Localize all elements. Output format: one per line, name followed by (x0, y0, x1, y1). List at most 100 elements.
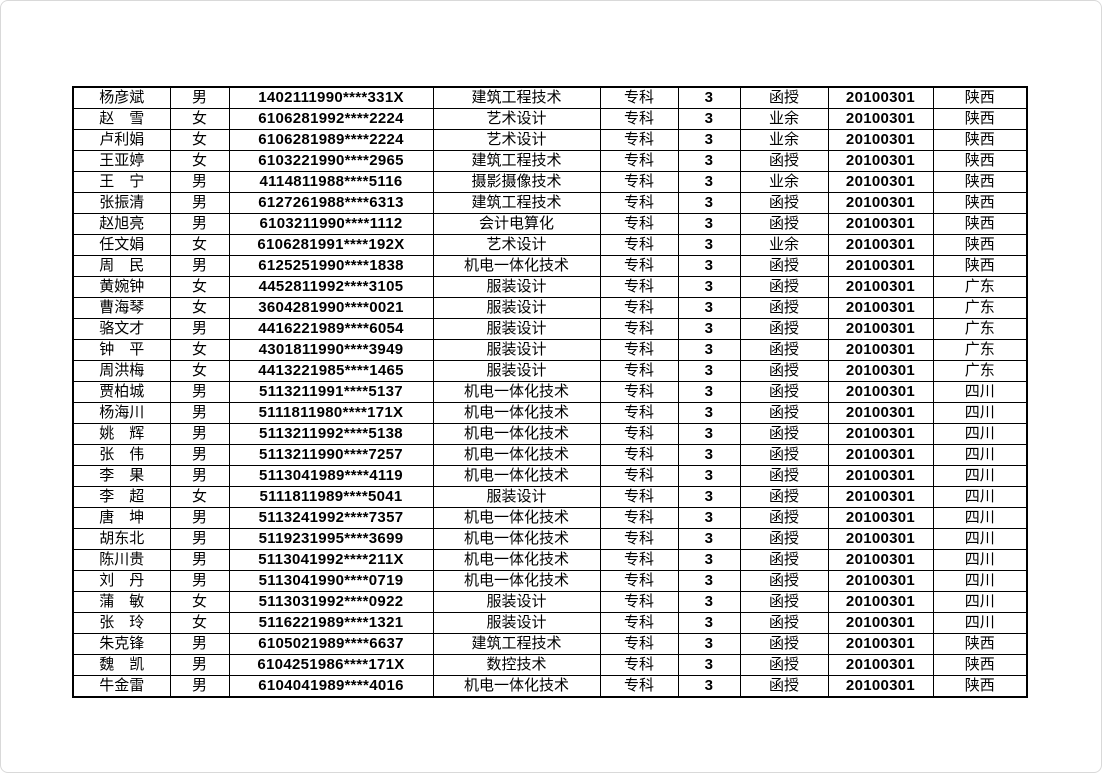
cell-province: 陕西 (932, 108, 1028, 130)
cell-years: 3 (677, 234, 741, 256)
cell-id-number: 3604281990****0021 (228, 297, 434, 319)
cell-student-name: 李 超 (72, 486, 171, 508)
cell-study-mode: 函授 (739, 255, 829, 277)
table-row: 李 果 男 5113041989****4119 机电一体化技术 专科 3 函授… (72, 465, 1028, 487)
cell-date: 20100301 (827, 654, 934, 676)
cell-major: 服装设计 (432, 612, 601, 634)
cell-id-number: 4416221989****6054 (228, 318, 434, 340)
cell-level: 专科 (599, 255, 679, 277)
cell-study-mode: 函授 (739, 192, 829, 214)
cell-id-number: 5113241992****7357 (228, 507, 434, 529)
cell-student-name: 张 伟 (72, 444, 171, 466)
cell-level: 专科 (599, 171, 679, 193)
cell-years: 3 (677, 171, 741, 193)
cell-id-number: 5116221989****1321 (228, 612, 434, 634)
cell-date: 20100301 (827, 171, 934, 193)
cell-major: 服装设计 (432, 339, 601, 361)
cell-major: 服装设计 (432, 318, 601, 340)
cell-level: 专科 (599, 612, 679, 634)
cell-student-name: 朱克锋 (72, 633, 171, 655)
cell-id-number: 6103211990****1112 (228, 213, 434, 235)
cell-years: 3 (677, 612, 741, 634)
cell-study-mode: 函授 (739, 402, 829, 424)
cell-province: 陕西 (932, 213, 1028, 235)
cell-level: 专科 (599, 381, 679, 403)
cell-id-number: 6106281989****2224 (228, 129, 434, 151)
cell-province: 四川 (932, 486, 1028, 508)
cell-years: 3 (677, 633, 741, 655)
cell-province: 四川 (932, 507, 1028, 529)
cell-date: 20100301 (827, 486, 934, 508)
cell-province: 四川 (932, 465, 1028, 487)
cell-gender: 男 (169, 318, 230, 340)
cell-id-number: 5113041992****211X (228, 549, 434, 571)
cell-gender: 男 (169, 192, 230, 214)
cell-id-number: 4114811988****5116 (228, 171, 434, 193)
cell-major: 服装设计 (432, 591, 601, 613)
cell-province: 广东 (932, 297, 1028, 319)
cell-date: 20100301 (827, 675, 934, 698)
cell-study-mode: 函授 (739, 318, 829, 340)
cell-student-name: 王 宁 (72, 171, 171, 193)
cell-major: 艺术设计 (432, 234, 601, 256)
cell-years: 3 (677, 213, 741, 235)
cell-province: 陕西 (932, 234, 1028, 256)
cell-id-number: 6104251986****171X (228, 654, 434, 676)
cell-id-number: 6125251990****1838 (228, 255, 434, 277)
cell-years: 3 (677, 570, 741, 592)
cell-province: 陕西 (932, 633, 1028, 655)
table-row: 王亚婷 女 6103221990****2965 建筑工程技术 专科 3 函授 … (72, 150, 1028, 172)
cell-date: 20100301 (827, 360, 934, 382)
cell-student-name: 周洪梅 (72, 360, 171, 382)
cell-student-name: 黄婉钟 (72, 276, 171, 298)
cell-gender: 男 (169, 381, 230, 403)
cell-level: 专科 (599, 129, 679, 151)
cell-years: 3 (677, 108, 741, 130)
cell-id-number: 4452811992****3105 (228, 276, 434, 298)
cell-province: 陕西 (932, 171, 1028, 193)
cell-student-name: 骆文才 (72, 318, 171, 340)
cell-gender: 女 (169, 150, 230, 172)
cell-years: 3 (677, 423, 741, 445)
cell-date: 20100301 (827, 633, 934, 655)
cell-study-mode: 函授 (739, 549, 829, 571)
table-row: 张 玲 女 5116221989****1321 服装设计 专科 3 函授 20… (72, 612, 1028, 634)
cell-id-number: 6105021989****6637 (228, 633, 434, 655)
cell-study-mode: 业余 (739, 234, 829, 256)
cell-date: 20100301 (827, 192, 934, 214)
cell-years: 3 (677, 255, 741, 277)
cell-id-number: 5113211992****5138 (228, 423, 434, 445)
cell-study-mode: 函授 (739, 213, 829, 235)
cell-student-name: 姚 辉 (72, 423, 171, 445)
cell-province: 陕西 (932, 654, 1028, 676)
table-row: 钟 平 女 4301811990****3949 服装设计 专科 3 函授 20… (72, 339, 1028, 361)
cell-years: 3 (677, 318, 741, 340)
cell-id-number: 6106281992****2224 (228, 108, 434, 130)
cell-province: 四川 (932, 402, 1028, 424)
cell-years: 3 (677, 675, 741, 698)
table-row: 魏 凯 男 6104251986****171X 数控技术 专科 3 函授 20… (72, 654, 1028, 676)
cell-student-name: 赵旭亮 (72, 213, 171, 235)
cell-level: 专科 (599, 213, 679, 235)
table-row: 周洪梅 女 4413221985****1465 服装设计 专科 3 函授 20… (72, 360, 1028, 382)
cell-level: 专科 (599, 150, 679, 172)
cell-student-name: 张振清 (72, 192, 171, 214)
cell-major: 摄影摄像技术 (432, 171, 601, 193)
cell-student-name: 周 民 (72, 255, 171, 277)
cell-student-name: 任文娟 (72, 234, 171, 256)
cell-study-mode: 函授 (739, 360, 829, 382)
cell-level: 专科 (599, 591, 679, 613)
cell-gender: 男 (169, 654, 230, 676)
cell-level: 专科 (599, 633, 679, 655)
cell-major: 服装设计 (432, 276, 601, 298)
cell-province: 广东 (932, 318, 1028, 340)
cell-major: 艺术设计 (432, 129, 601, 151)
cell-level: 专科 (599, 675, 679, 698)
cell-id-number: 5113211990****7257 (228, 444, 434, 466)
cell-date: 20100301 (827, 150, 934, 172)
cell-years: 3 (677, 591, 741, 613)
table-row: 周 民 男 6125251990****1838 机电一体化技术 专科 3 函授… (72, 255, 1028, 277)
cell-id-number: 6106281991****192X (228, 234, 434, 256)
table-row: 李 超 女 5111811989****5041 服装设计 专科 3 函授 20… (72, 486, 1028, 508)
cell-student-name: 牛金雷 (72, 675, 171, 698)
